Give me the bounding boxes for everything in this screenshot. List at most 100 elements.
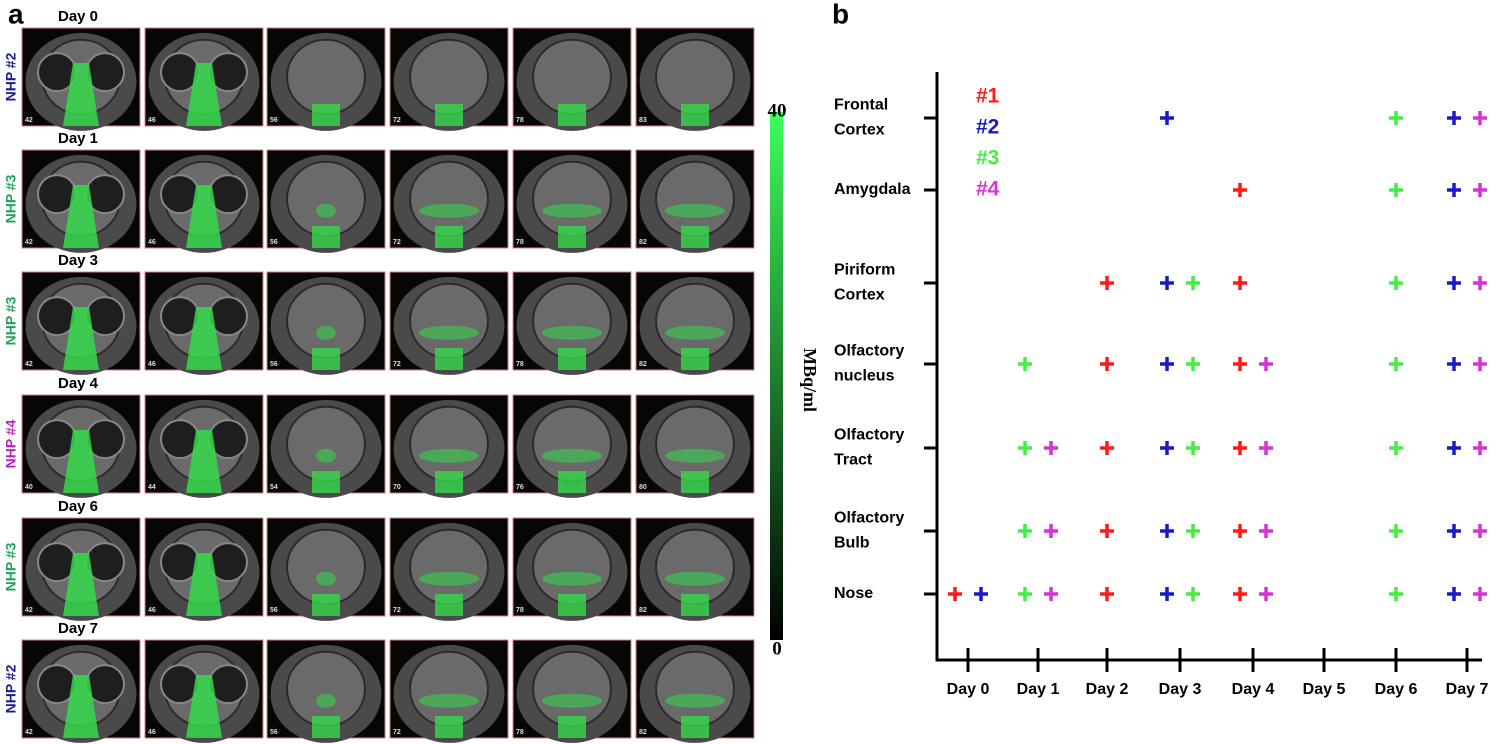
x-tick-label: Day 4 — [1232, 681, 1275, 698]
y-tick-label: Olfactory Bulb — [834, 510, 904, 552]
brain-signal — [542, 325, 602, 340]
slice-number: 76 — [516, 484, 524, 491]
mri-image: 56 — [266, 517, 386, 621]
mri-image: 46 — [144, 27, 264, 131]
nasal-signal — [312, 716, 340, 738]
plus-marker — [1160, 587, 1174, 601]
plus-marker — [1233, 524, 1247, 538]
brain — [655, 405, 735, 483]
plus-marker — [1389, 587, 1403, 601]
brain-signal — [665, 448, 725, 463]
plus-marker — [1447, 587, 1461, 601]
plus-marker — [1018, 524, 1032, 538]
nasal-signal — [186, 675, 222, 738]
plus-marker — [1473, 111, 1487, 125]
plus-marker — [1233, 183, 1247, 197]
brain — [286, 38, 366, 116]
nasal-signal — [435, 471, 463, 493]
nasal-signal — [681, 226, 709, 248]
nasal-signal — [63, 553, 99, 616]
brain-signal — [419, 448, 479, 463]
mri-image: 78 — [512, 517, 632, 621]
x-tick-label: Day 0 — [947, 681, 990, 698]
plus-marker — [1389, 111, 1403, 125]
day-label: Day 0 — [58, 8, 98, 25]
mri-image: 83 — [635, 27, 755, 131]
nasal-signal — [558, 716, 586, 738]
brain — [532, 38, 612, 116]
slice-number: 72 — [393, 117, 401, 124]
brain-signal — [665, 203, 725, 218]
nasal-signal — [186, 430, 222, 493]
slice-number: 42 — [25, 239, 33, 246]
brain — [286, 160, 366, 238]
y-tick-label: Olfactory nucleus — [834, 343, 904, 385]
nasal-signal — [63, 430, 99, 493]
plus-marker — [1447, 111, 1461, 125]
x-tick-label: Day 6 — [1375, 681, 1418, 698]
mri-image: 44 — [144, 394, 264, 498]
day-label: Day 3 — [58, 252, 98, 269]
mri-image: 42 — [21, 517, 141, 621]
mri-image: 72 — [389, 517, 509, 621]
slice-number: 72 — [393, 361, 401, 368]
slice-number: 82 — [639, 729, 647, 736]
nasal-signal — [63, 63, 99, 126]
nasal-signal — [186, 553, 222, 616]
nasal-signal — [312, 104, 340, 126]
brain-signal — [419, 571, 479, 586]
brain-signal — [316, 571, 336, 586]
plus-marker — [948, 587, 962, 601]
slice-number: 82 — [639, 361, 647, 368]
day-label: Day 1 — [58, 130, 98, 147]
mri-image: 54 — [266, 394, 386, 498]
brain — [286, 650, 366, 728]
day-label: Day 4 — [58, 375, 99, 392]
mri-image: 56 — [266, 639, 386, 743]
legend-entry: #4 — [976, 178, 1000, 201]
brain — [409, 650, 489, 728]
brain-signal — [542, 693, 602, 708]
colorbar-tick-label: 0 — [772, 638, 782, 659]
slice-number: 42 — [25, 607, 33, 614]
plus-marker — [1044, 441, 1058, 455]
plus-marker — [1259, 357, 1273, 371]
panel-label: a — [8, 0, 24, 29]
plus-marker — [1186, 276, 1200, 290]
plus-marker — [1389, 524, 1403, 538]
subject-label: NHP #3 — [3, 296, 19, 345]
mri-image: 46 — [144, 271, 264, 375]
mri-image: 46 — [144, 517, 264, 621]
plus-marker — [1044, 587, 1058, 601]
brain — [655, 650, 735, 728]
plus-marker — [1389, 357, 1403, 371]
slice-number: 46 — [148, 117, 156, 124]
plus-marker — [1186, 357, 1200, 371]
plus-marker — [974, 587, 988, 601]
plus-marker — [1018, 357, 1032, 371]
plus-marker — [1389, 441, 1403, 455]
brain-signal — [419, 693, 479, 708]
subject-label: NHP #2 — [3, 52, 19, 101]
mri-image: 82 — [635, 639, 755, 743]
panel-label: b — [832, 0, 849, 29]
y-tick-label: Frontal Cortex — [834, 97, 888, 139]
y-tick-label: Piriform Cortex — [834, 262, 895, 304]
plus-marker — [1473, 357, 1487, 371]
brain — [409, 282, 489, 360]
plus-marker — [1100, 441, 1114, 455]
colorbar-title: MBq/ml — [800, 348, 820, 412]
mri-image: 46 — [144, 639, 264, 743]
mri-image: 80 — [635, 394, 755, 498]
brain — [286, 282, 366, 360]
nasal-signal — [558, 471, 586, 493]
nasal-signal — [558, 594, 586, 616]
nasal-signal — [312, 348, 340, 370]
brain — [532, 528, 612, 606]
plus-marker — [1447, 276, 1461, 290]
nasal-signal — [435, 226, 463, 248]
plus-marker — [1233, 357, 1247, 371]
slice-number: 78 — [516, 117, 524, 124]
y-tick-label: Olfactory Tract — [834, 427, 904, 469]
